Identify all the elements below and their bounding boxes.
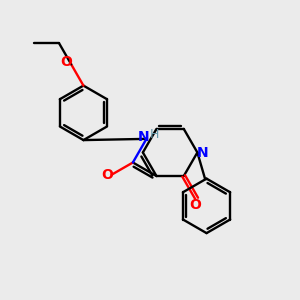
Text: O: O [61, 55, 73, 69]
Text: O: O [189, 198, 201, 212]
Text: H: H [149, 128, 159, 141]
Text: N: N [197, 146, 209, 161]
Text: O: O [101, 168, 113, 182]
Text: N: N [138, 130, 150, 144]
